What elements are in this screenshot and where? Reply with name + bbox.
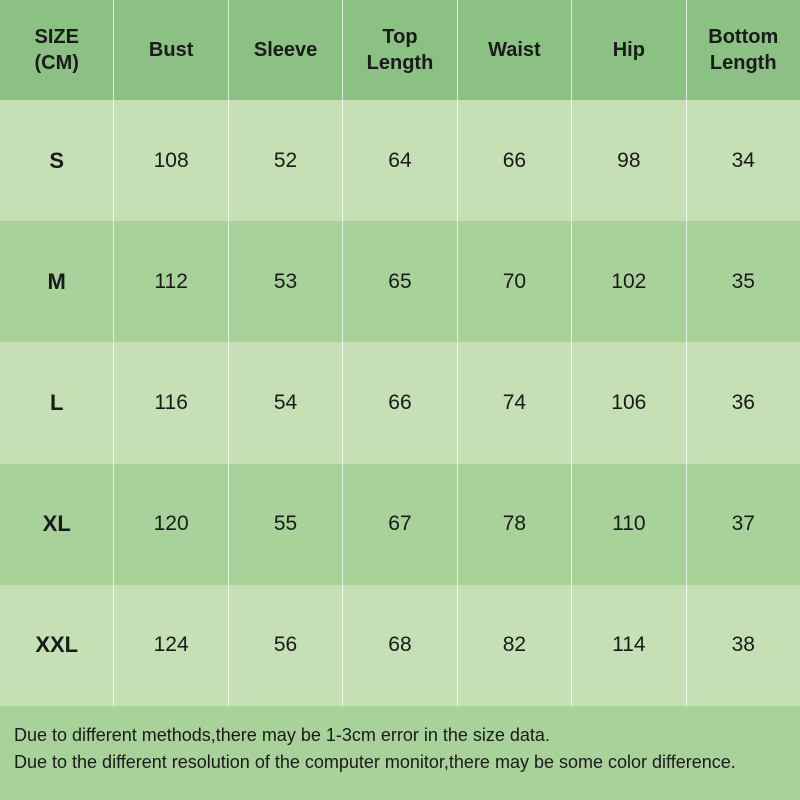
footer-line-1: Due to different methods,there may be 1-… [14,722,786,749]
cell-value: 74 [458,342,572,463]
table-row: S 108 52 64 66 98 34 [0,100,800,221]
size-chart-table: SIZE (CM) Bust Sleeve Top Length Waist H… [0,0,800,800]
cell-value: 116 [114,342,228,463]
cell-value: 66 [458,100,572,221]
cell-value: 112 [114,221,228,342]
footer-line-2: Due to the different resolution of the c… [14,749,786,776]
cell-value: 53 [229,221,343,342]
cell-value: 54 [229,342,343,463]
cell-value: 37 [687,464,800,585]
cell-value: 36 [687,342,800,463]
table-row: XL 120 55 67 78 110 37 [0,464,800,585]
cell-value: 64 [343,100,457,221]
cell-value: 66 [343,342,457,463]
cell-value: 68 [343,585,457,706]
size-label: XXL [0,585,114,706]
col-header-waist: Waist [458,0,572,100]
col-header-sleeve: Sleeve [229,0,343,100]
col-header-hip: Hip [572,0,686,100]
col-header-size: SIZE (CM) [0,0,114,100]
size-label: L [0,342,114,463]
footer-note: Due to different methods,there may be 1-… [0,706,800,800]
cell-value: 52 [229,100,343,221]
table-header-row: SIZE (CM) Bust Sleeve Top Length Waist H… [0,0,800,100]
col-header-bottom-length: Bottom Length [687,0,800,100]
cell-value: 65 [343,221,457,342]
table-row: M 112 53 65 70 102 35 [0,221,800,342]
cell-value: 106 [572,342,686,463]
cell-value: 108 [114,100,228,221]
cell-value: 114 [572,585,686,706]
cell-value: 35 [687,221,800,342]
col-header-bust: Bust [114,0,228,100]
size-label: S [0,100,114,221]
cell-value: 124 [114,585,228,706]
table-row: L 116 54 66 74 106 36 [0,342,800,463]
cell-value: 120 [114,464,228,585]
cell-value: 34 [687,100,800,221]
cell-value: 78 [458,464,572,585]
col-header-top-length: Top Length [343,0,457,100]
cell-value: 70 [458,221,572,342]
cell-value: 102 [572,221,686,342]
size-label: XL [0,464,114,585]
cell-value: 38 [687,585,800,706]
table-body: S 108 52 64 66 98 34 M 112 53 65 70 102 … [0,100,800,706]
cell-value: 67 [343,464,457,585]
cell-value: 56 [229,585,343,706]
size-label: M [0,221,114,342]
cell-value: 110 [572,464,686,585]
cell-value: 98 [572,100,686,221]
cell-value: 82 [458,585,572,706]
cell-value: 55 [229,464,343,585]
table-row: XXL 124 56 68 82 114 38 [0,585,800,706]
